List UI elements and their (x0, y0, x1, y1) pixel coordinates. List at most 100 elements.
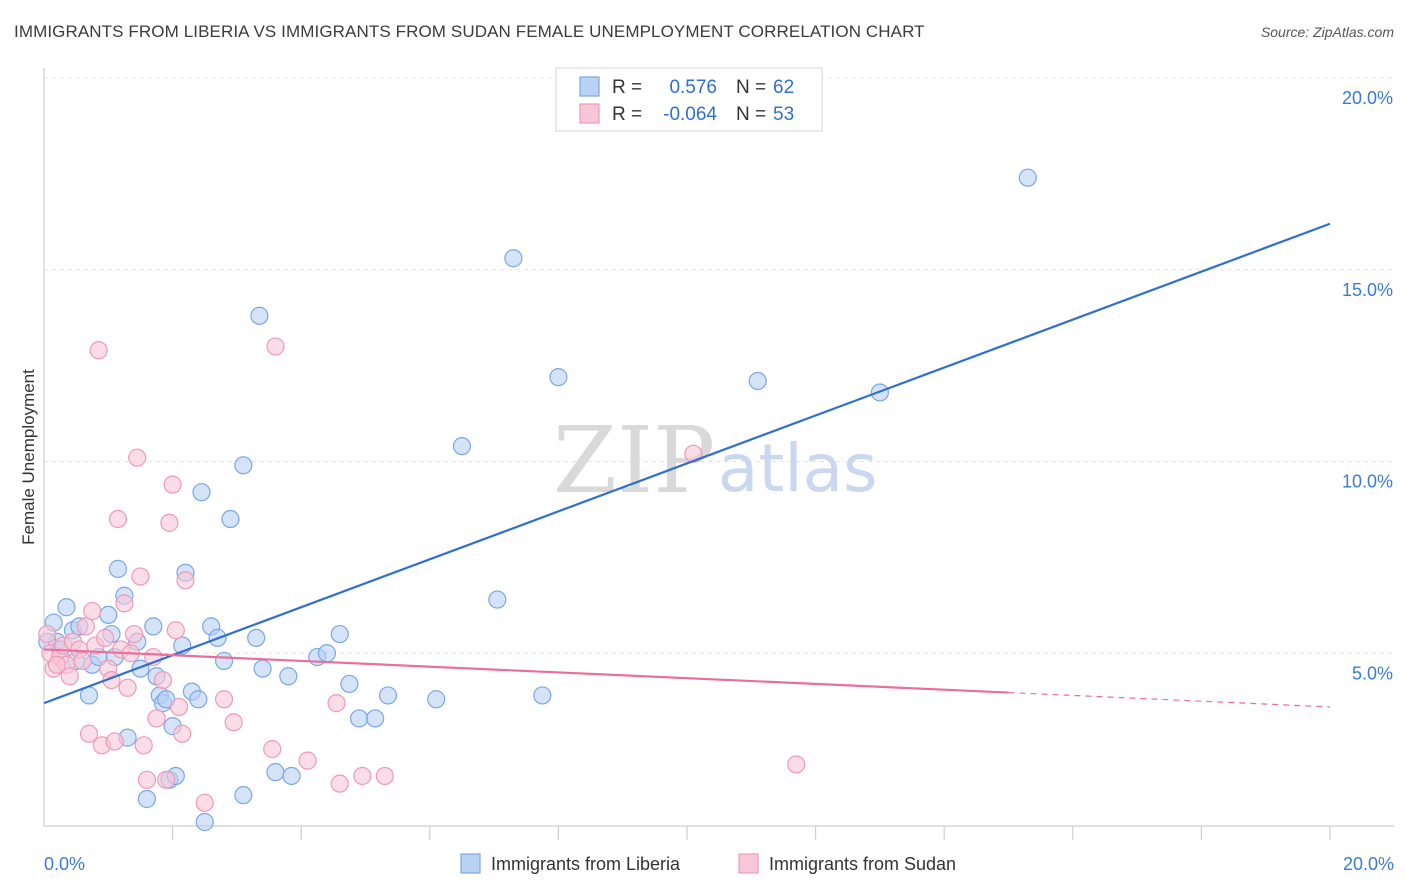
liberia-point-13 (108, 559, 128, 578)
y-axis-label: Female Unemployment (19, 369, 38, 545)
liberia-point-46 (317, 644, 337, 663)
liberia-point-47 (330, 624, 349, 644)
liberia-point-54 (488, 590, 507, 609)
sudan-point-11 (79, 724, 99, 743)
liberia-point-43 (279, 667, 298, 686)
sudan-point-38 (173, 724, 192, 743)
sudan-point-28 (134, 736, 153, 755)
liberia-point-41 (253, 659, 272, 678)
bottom-legend-label-liberia: Immigrants from Liberia (491, 854, 681, 874)
liberia-point-31 (192, 483, 211, 502)
liberia-point-30 (189, 690, 208, 709)
sudan-point-9 (73, 651, 92, 671)
liberia-point-35 (214, 651, 234, 671)
sudan-point-35 (163, 475, 182, 494)
bottom-legend-swatch-sudan (738, 853, 759, 874)
x-tick-label-min: 0.0% (44, 854, 85, 874)
sudan-point-29 (137, 770, 156, 789)
sudan-point-10 (76, 617, 95, 636)
liberia-point-38 (234, 786, 253, 805)
x-tick-marks (172, 826, 1331, 840)
sudan-point-50 (684, 444, 703, 463)
sudan-point-40 (195, 793, 214, 812)
liberia-point-37 (234, 456, 253, 475)
liberia-point-17 (131, 659, 150, 678)
watermark-atlas: atlas (718, 430, 878, 507)
sudan-point-12 (83, 601, 102, 621)
legend-swatch-liberia (579, 76, 600, 97)
liberia-point-39 (247, 628, 266, 648)
legend-r-value-1: 0.576 (669, 77, 717, 98)
liberia-point-48 (340, 674, 359, 694)
x-tick-label-max: 20.0% (1343, 854, 1394, 874)
liberia-point-60 (1018, 168, 1037, 187)
sudan-point-20 (108, 509, 128, 529)
legend-n-value-2: 53 (773, 104, 794, 125)
sudan-point-37 (169, 697, 189, 717)
sudan-point-25 (124, 624, 144, 644)
legend-r-label-1: R = (612, 77, 642, 98)
sudan-trend-line (43, 648, 1009, 694)
liberia-point-55 (504, 249, 523, 268)
sudan-point-51 (787, 755, 806, 774)
sudan-point-39 (176, 571, 195, 590)
sudan-point-23 (118, 678, 137, 697)
sudan-point-14 (89, 341, 108, 360)
stats-legend: R = 0.576 N = 62 R = -0.064 N = 53 (555, 67, 823, 132)
liberia-point-32 (195, 812, 214, 832)
liberia-point-36 (221, 509, 240, 529)
liberia-point-18 (137, 789, 156, 809)
liberia-point-52 (427, 690, 446, 709)
sudan-point-49 (375, 766, 394, 786)
y-tick-label-0: 5.0% (1352, 663, 1393, 683)
sudan-point-43 (263, 740, 282, 759)
sudan-point-52 (47, 655, 66, 674)
liberia-point-56 (533, 686, 552, 705)
y-tick-label-3: 20.0% (1342, 88, 1393, 108)
sudan-trend-line-extrapolated (1008, 691, 1331, 708)
sudan-point-47 (330, 774, 349, 793)
sudan-point-26 (128, 448, 147, 467)
y-tick-label-2: 15.0% (1342, 280, 1393, 300)
sudan-point-22 (115, 594, 134, 613)
y-tick-label-1: 10.0% (1342, 472, 1393, 492)
legend-r-label-2: R = (612, 104, 642, 125)
sudan-point-19 (105, 732, 124, 751)
liberia-point-10 (99, 605, 118, 625)
liberia-point-53 (452, 437, 472, 456)
sudan-point-48 (353, 766, 372, 786)
liberia-point-51 (378, 686, 398, 705)
bottom-legend-label-sudan: Immigrants from Sudan (769, 854, 956, 874)
liberia-point-58 (748, 371, 767, 391)
sudan-point-16 (95, 628, 115, 648)
sudan-point-34 (160, 513, 179, 532)
sudan-point-44 (266, 337, 285, 356)
sudan-point-0 (38, 624, 57, 644)
sudan-point-41 (214, 690, 234, 709)
liberia-point-49 (349, 709, 369, 728)
sudan-point-32 (153, 670, 173, 690)
liberia-point-40 (250, 306, 269, 325)
liberia-point-44 (282, 766, 301, 786)
sudan-point-6 (60, 667, 79, 686)
liberia-point-42 (266, 763, 285, 782)
data-points (38, 168, 1037, 832)
bottom-legend-swatch-liberia (460, 853, 481, 874)
liberia-point-50 (366, 709, 385, 728)
chart-source: Source: ZipAtlas.com (1260, 24, 1394, 40)
liberia-point-3 (57, 598, 76, 617)
legend-r-value-2: -0.064 (663, 104, 717, 125)
series-legend: Immigrants from Liberia Immigrants from … (460, 853, 956, 874)
sudan-point-27 (131, 567, 150, 586)
sudan-point-36 (166, 621, 185, 640)
y-tick-labels: 5.0% 10.0% 15.0% 20.0% (1342, 88, 1393, 683)
liberia-point-57 (549, 368, 568, 387)
liberia-trend-line (43, 222, 1331, 705)
legend-n-value-1: 62 (773, 77, 794, 98)
sudan-point-42 (224, 713, 243, 732)
sudan-point-33 (157, 770, 176, 789)
sudan-point-31 (147, 709, 166, 728)
legend-n-label-1: N = (736, 77, 766, 98)
legend-n-label-2: N = (736, 104, 766, 125)
